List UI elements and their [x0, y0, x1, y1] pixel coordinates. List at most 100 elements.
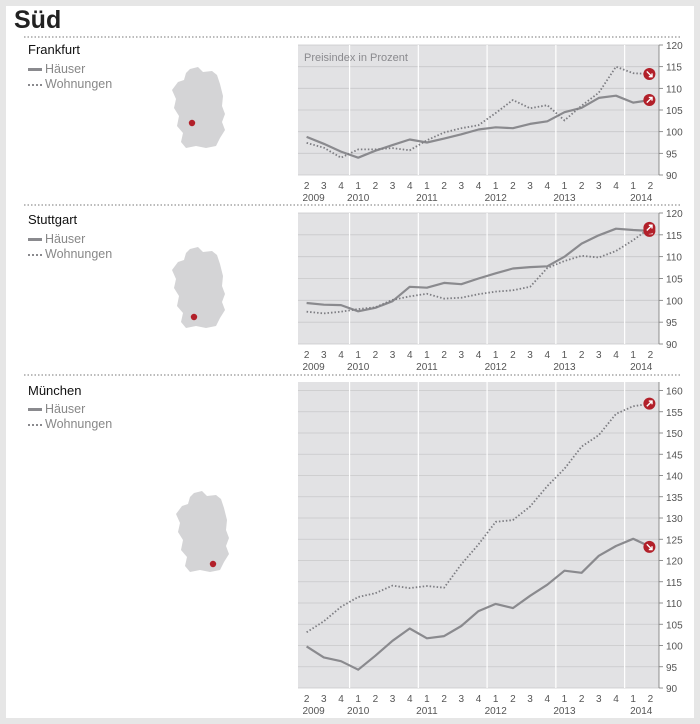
x-tick-label: 3 [321, 694, 327, 705]
trend-marker [643, 540, 656, 553]
chart-0: 90 95 100 105 110 115 120 Preisindex in Prozent… [24, 36, 683, 204]
legend-item-flats: Wohnungen [28, 417, 112, 432]
y-tick-label: 105 [666, 106, 683, 117]
x-tick-label: 4 [407, 350, 413, 361]
series-line-flats [306, 227, 651, 315]
x-tick-label: 2 [373, 350, 379, 361]
legend-label-houses: Häuser [45, 232, 86, 246]
x-tick-label: 4 [544, 350, 550, 361]
x-year-label: 2009 [302, 362, 325, 373]
x-tick-label: 4 [544, 181, 550, 192]
x-tick-label: 3 [596, 350, 602, 361]
x-tick-label: 4 [338, 694, 344, 705]
series-line-flats [306, 65, 651, 159]
x-tick-label: 2 [579, 694, 585, 705]
legend-munich: Häuser Wohnungen [28, 402, 112, 432]
x-year-label: 2010 [347, 706, 370, 717]
x-year-label: 2009 [302, 706, 325, 717]
y-tick-label: 115 [666, 578, 682, 589]
x-tick-label: 2 [373, 181, 379, 192]
y-tick-label: 150 [666, 429, 683, 440]
x-year-label: 2012 [485, 193, 508, 204]
page-title: Süd [14, 6, 62, 34]
y-tick-label: 110 [666, 84, 682, 95]
x-tick-label: 4 [476, 181, 482, 192]
y-tick-label: 120 [666, 557, 683, 568]
x-tick-label: 1 [493, 350, 499, 361]
y-tick-label: 105 [666, 620, 683, 631]
y-tick-label: 90 [666, 684, 678, 695]
x-tick-label: 3 [527, 694, 533, 705]
x-tick-label: 2 [441, 694, 447, 705]
chart-2: 90 95 100 105 110 115 120 125 130 135 140 145 150 155… [24, 374, 683, 717]
x-tick-label: 2 [510, 694, 516, 705]
y-tick-label: 95 [666, 149, 678, 160]
x-tick-label: 1 [355, 694, 361, 705]
x-year-label: 2013 [553, 193, 576, 204]
x-tick-label: 1 [493, 694, 499, 705]
dotted-line-icon [28, 253, 42, 256]
trend-marker [643, 68, 656, 81]
location-dot [190, 313, 198, 321]
x-year-label: 2010 [347, 193, 370, 204]
x-tick-label: 2 [579, 181, 585, 192]
series-line-houses [306, 227, 651, 313]
dotted-line-icon [28, 423, 42, 426]
y-tick-label: 115 [666, 63, 682, 74]
city-label-munich: München [28, 383, 82, 398]
y-tick-label: 90 [666, 171, 678, 182]
x-tick-label: 4 [613, 350, 619, 361]
solid-line-icon [28, 408, 42, 412]
x-tick-label: 1 [630, 350, 636, 361]
x-tick-label: 3 [321, 350, 327, 361]
y-tick-label: 110 [666, 599, 682, 610]
x-year-label: 2014 [630, 362, 653, 373]
germany-map-stuttgart [172, 247, 225, 328]
solid-line-icon [28, 68, 42, 72]
y-tick-label: 100 [666, 642, 683, 653]
legend-label-houses: Häuser [45, 62, 86, 76]
y-tick-label: 90 [666, 340, 678, 351]
x-tick-label: 2 [510, 350, 516, 361]
x-tick-label: 1 [562, 350, 568, 361]
x-tick-label: 2 [441, 181, 447, 192]
legend-stuttgart: Häuser Wohnungen [28, 232, 112, 262]
legend-label-flats: Wohnungen [45, 77, 113, 91]
x-tick-label: 2 [579, 350, 585, 361]
x-tick-label: 4 [613, 694, 619, 705]
x-tick-label: 2 [441, 350, 447, 361]
x-tick-label: 1 [424, 350, 430, 361]
trend-marker [643, 221, 656, 234]
y-tick-label: 140 [666, 472, 683, 483]
legend-item-houses: Häuser [28, 232, 112, 247]
germany-map-munich [176, 491, 229, 572]
x-tick-label: 2 [304, 694, 310, 705]
x-tick-label: 2 [373, 694, 379, 705]
city-label-frankfurt: Frankfurt [28, 42, 81, 57]
x-tick-label: 1 [424, 181, 430, 192]
x-tick-label: 4 [613, 181, 619, 192]
x-year-label: 2013 [553, 362, 576, 373]
legend-label-flats: Wohnungen [45, 417, 113, 431]
y-tick-label: 155 [666, 408, 683, 419]
x-tick-label: 3 [459, 350, 465, 361]
x-tick-label: 3 [390, 181, 396, 192]
legend-item-flats: Wohnungen [28, 77, 112, 92]
y-tick-label: 130 [666, 514, 683, 525]
x-tick-label: 3 [390, 694, 396, 705]
x-tick-label: 1 [493, 181, 499, 192]
series-line-houses [306, 94, 651, 159]
x-tick-label: 1 [630, 694, 636, 705]
germany-map-frankfurt [172, 67, 225, 148]
city-label-stuttgart: Stuttgart [28, 212, 78, 227]
x-tick-label: 1 [562, 181, 568, 192]
x-tick-label: 4 [476, 694, 482, 705]
x-year-label: 2014 [630, 706, 653, 717]
x-tick-label: 3 [459, 181, 465, 192]
legend-frankfurt: Häuser Wohnungen [28, 62, 112, 92]
x-tick-label: 4 [476, 350, 482, 361]
x-tick-label: 1 [355, 350, 361, 361]
y-tick-label: 105 [666, 275, 683, 286]
x-year-label: 2011 [416, 706, 438, 717]
